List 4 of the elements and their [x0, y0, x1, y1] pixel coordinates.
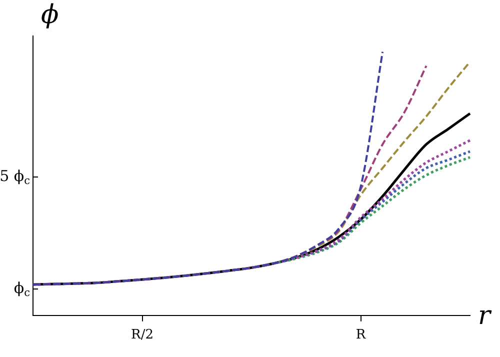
y-axis-title: ϕ	[41, 0, 59, 30]
x-tick-label: R	[356, 328, 367, 343]
x-tick-label: R/2	[131, 328, 154, 343]
x-axis-title: r	[478, 301, 492, 332]
